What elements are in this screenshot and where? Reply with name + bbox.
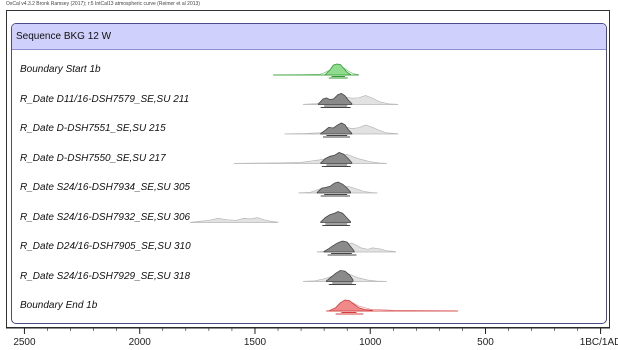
x-axis-tick-label: 2000 xyxy=(129,337,152,348)
row-label: R_Date S24/16-DSH7934_SE,SU 305 xyxy=(20,182,191,193)
x-axis-tick-label: 1000 xyxy=(359,337,382,348)
posterior-distribution xyxy=(326,270,354,282)
row-label: R_Date D-DSH7550_SE,SU 217 xyxy=(20,152,166,164)
chart-caption: OxCal v4.3.2 Bronk Ramsey (2017); r:5 In… xyxy=(6,1,200,7)
x-axis-tick-label: 1BC/1AD xyxy=(580,337,618,348)
sequence-box: Sequence BKG 12 W xyxy=(11,23,607,324)
row-label: R_Date D24/16-DSH7905_SE,SU 310 xyxy=(20,241,191,252)
row-label: Boundary End 1b xyxy=(20,300,98,311)
posterior-distribution xyxy=(320,122,353,135)
row-label: R_Date D11/16-DSH7579_SE,SU 211 xyxy=(20,93,190,105)
posterior-distribution xyxy=(318,93,353,105)
row-label: R_Date D-DSH7551_SE,SU 215 xyxy=(20,123,166,134)
posterior-distribution xyxy=(316,181,351,194)
row-label: Boundary Start 1b xyxy=(20,64,101,75)
posterior-distribution xyxy=(324,63,351,76)
posterior-distribution xyxy=(320,152,353,164)
row-label: R_Date S24/16-DSH7929_SE,SU 318 xyxy=(20,270,191,282)
x-axis-tick-label: 2500 xyxy=(13,337,36,348)
prior-distribution xyxy=(190,217,279,223)
row-label: R_Date S24/16-DSH7932_SE,SU 306 xyxy=(20,211,191,223)
posterior-distribution xyxy=(323,240,355,253)
sequence-header: Sequence BKG 12 W xyxy=(12,24,606,50)
posterior-distribution xyxy=(329,299,373,312)
posterior-distribution xyxy=(320,211,351,223)
sequence-title: Sequence BKG 12 W xyxy=(16,31,112,42)
prior-distribution xyxy=(233,154,387,164)
x-axis-tick-label: 1500 xyxy=(244,337,267,348)
x-axis-tick-label: 500 xyxy=(477,337,494,348)
